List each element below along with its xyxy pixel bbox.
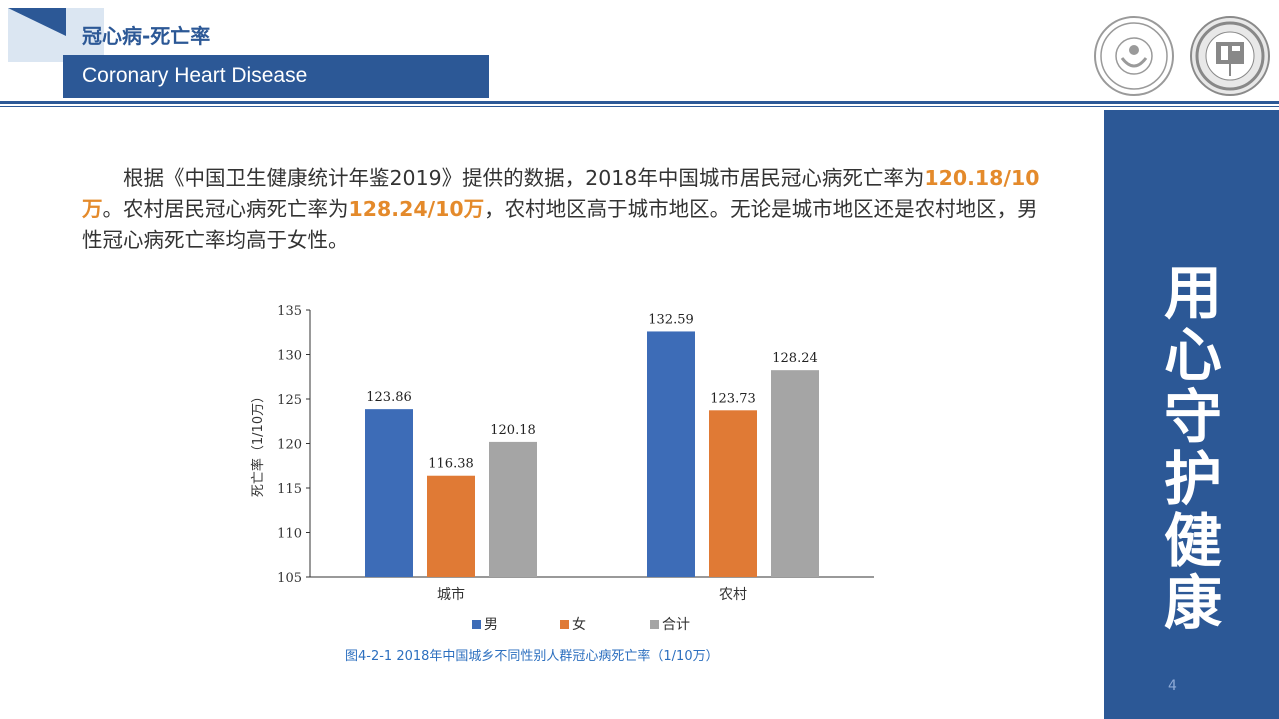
y-tick-label: 135 <box>277 304 302 319</box>
y-tick-label: 110 <box>277 527 302 542</box>
legend-swatch <box>472 620 481 629</box>
bar-total <box>489 441 537 577</box>
x-tick-label: 农村 <box>719 587 747 603</box>
bar-chart: 105 110 115 120 125 130 135 死亡率（1/10万） 123.86 116… <box>250 304 874 633</box>
data-label: 123.86 <box>366 390 412 405</box>
ncc-logo-icon <box>1094 16 1174 96</box>
calligraphy-char: 护 <box>1163 445 1222 513</box>
body-text-3: ，农村地区高于城市地区。无论是城市地区还是农村地区，男性冠心病死亡率均高于女性。 <box>82 197 1038 252</box>
data-label: 132.59 <box>648 312 694 327</box>
urban-rate-highlight: 120.18/10万 <box>82 166 1040 221</box>
y-tick-label: 115 <box>277 482 302 497</box>
corner-accent <box>8 8 66 64</box>
data-label: 120.18 <box>490 423 536 438</box>
legend-swatch <box>650 620 659 629</box>
legend-label: 男 <box>484 617 498 633</box>
data-label: 128.24 <box>772 351 818 366</box>
bar-total <box>771 370 819 577</box>
body-text-1: 根据《中国卫生健康统计年鉴2019》提供的数据，2018年中国城市居民冠心病死亡… <box>123 166 925 190</box>
calligraphy-char: 心 <box>1163 321 1222 389</box>
page-subtitle: Coronary Heart Disease <box>82 64 308 87</box>
legend-label: 女 <box>572 616 586 633</box>
data-label: 116.38 <box>428 457 474 472</box>
y-tick-label: 125 <box>277 393 302 408</box>
page-title: 冠心病-死亡率 <box>82 24 211 48</box>
calligraphy-char: 用 <box>1163 259 1222 327</box>
legend-label: 合计 <box>662 617 690 633</box>
y-tick-label: 105 <box>277 571 302 586</box>
bar-female <box>709 410 757 577</box>
f2-logo-icon <box>1190 16 1270 96</box>
page-number: 4 <box>1168 678 1177 694</box>
title-banner <box>63 55 489 98</box>
calligraphy-slogan: 用 心 守 护 健 康 <box>1148 262 1238 634</box>
bar-female <box>427 475 475 577</box>
bar-male <box>647 331 695 577</box>
rural-rate-highlight: 128.24/10万 <box>348 197 485 221</box>
header-rule-thin <box>0 106 1279 107</box>
y-axis-label: 死亡率（1/10万） <box>250 390 266 497</box>
side-panel <box>1104 110 1279 719</box>
chart-caption: 图4-2-1 2018年中国城乡不同性别人群冠心病死亡率（1/10万） <box>345 649 719 664</box>
legend-swatch <box>560 620 569 629</box>
body-text-2: 。农村居民冠心病死亡率为 <box>102 197 349 221</box>
header-rule <box>0 101 1279 104</box>
y-tick-label: 120 <box>277 438 302 453</box>
calligraphy-char: 守 <box>1163 383 1222 451</box>
bar-male <box>365 409 413 577</box>
calligraphy-char: 健 <box>1163 507 1222 575</box>
x-tick-label: 城市 <box>437 586 465 603</box>
data-label: 123.73 <box>710 391 756 406</box>
calligraphy-char: 康 <box>1163 569 1222 637</box>
body-paragraph: 根据《中国卫生健康统计年鉴2019》提供的数据，2018年中国城市居民冠心病死亡… <box>82 163 1042 256</box>
y-tick-label: 130 <box>277 349 302 364</box>
